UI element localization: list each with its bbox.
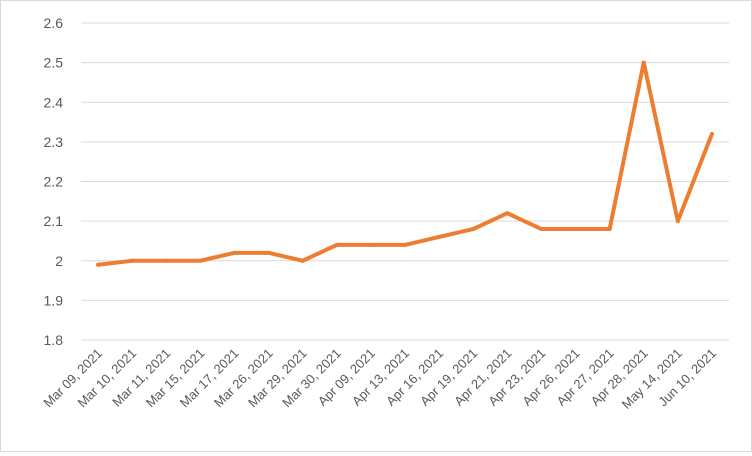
y-tick-label: 2.5 <box>44 55 64 71</box>
y-tick-label: 2.1 <box>44 213 64 229</box>
data-point <box>403 242 407 247</box>
data-point <box>641 60 646 65</box>
series-line <box>96 60 714 267</box>
data-point <box>539 227 544 232</box>
data-point <box>675 219 680 224</box>
y-tick-label: 2.2 <box>44 174 64 190</box>
data-point <box>130 258 135 263</box>
data-point <box>368 242 373 247</box>
data-point <box>334 242 339 247</box>
data-point <box>607 227 612 232</box>
data-point <box>96 262 101 267</box>
data-point <box>198 258 203 263</box>
data-point <box>266 250 271 255</box>
data-point <box>300 258 305 263</box>
y-tick-label: 1.9 <box>44 292 64 308</box>
y-tick-label: 1.8 <box>44 332 64 348</box>
data-point <box>709 131 714 136</box>
y-tick-label: 2 <box>55 253 63 269</box>
y-tick-label: 2.4 <box>44 94 64 110</box>
data-point <box>232 250 237 255</box>
data-point <box>437 234 442 239</box>
y-tick-label: 2.6 <box>44 15 64 31</box>
y-tick-label: 2.3 <box>44 134 64 150</box>
data-point <box>471 227 476 232</box>
data-point <box>164 258 169 263</box>
y-axis: 1.8 1.9 2 2.1 2.2 2.3 2.4 2.5 2.6 <box>44 15 64 348</box>
gridlines <box>81 22 729 341</box>
data-point <box>505 211 510 216</box>
series-layer <box>96 60 714 267</box>
data-point <box>573 227 578 232</box>
